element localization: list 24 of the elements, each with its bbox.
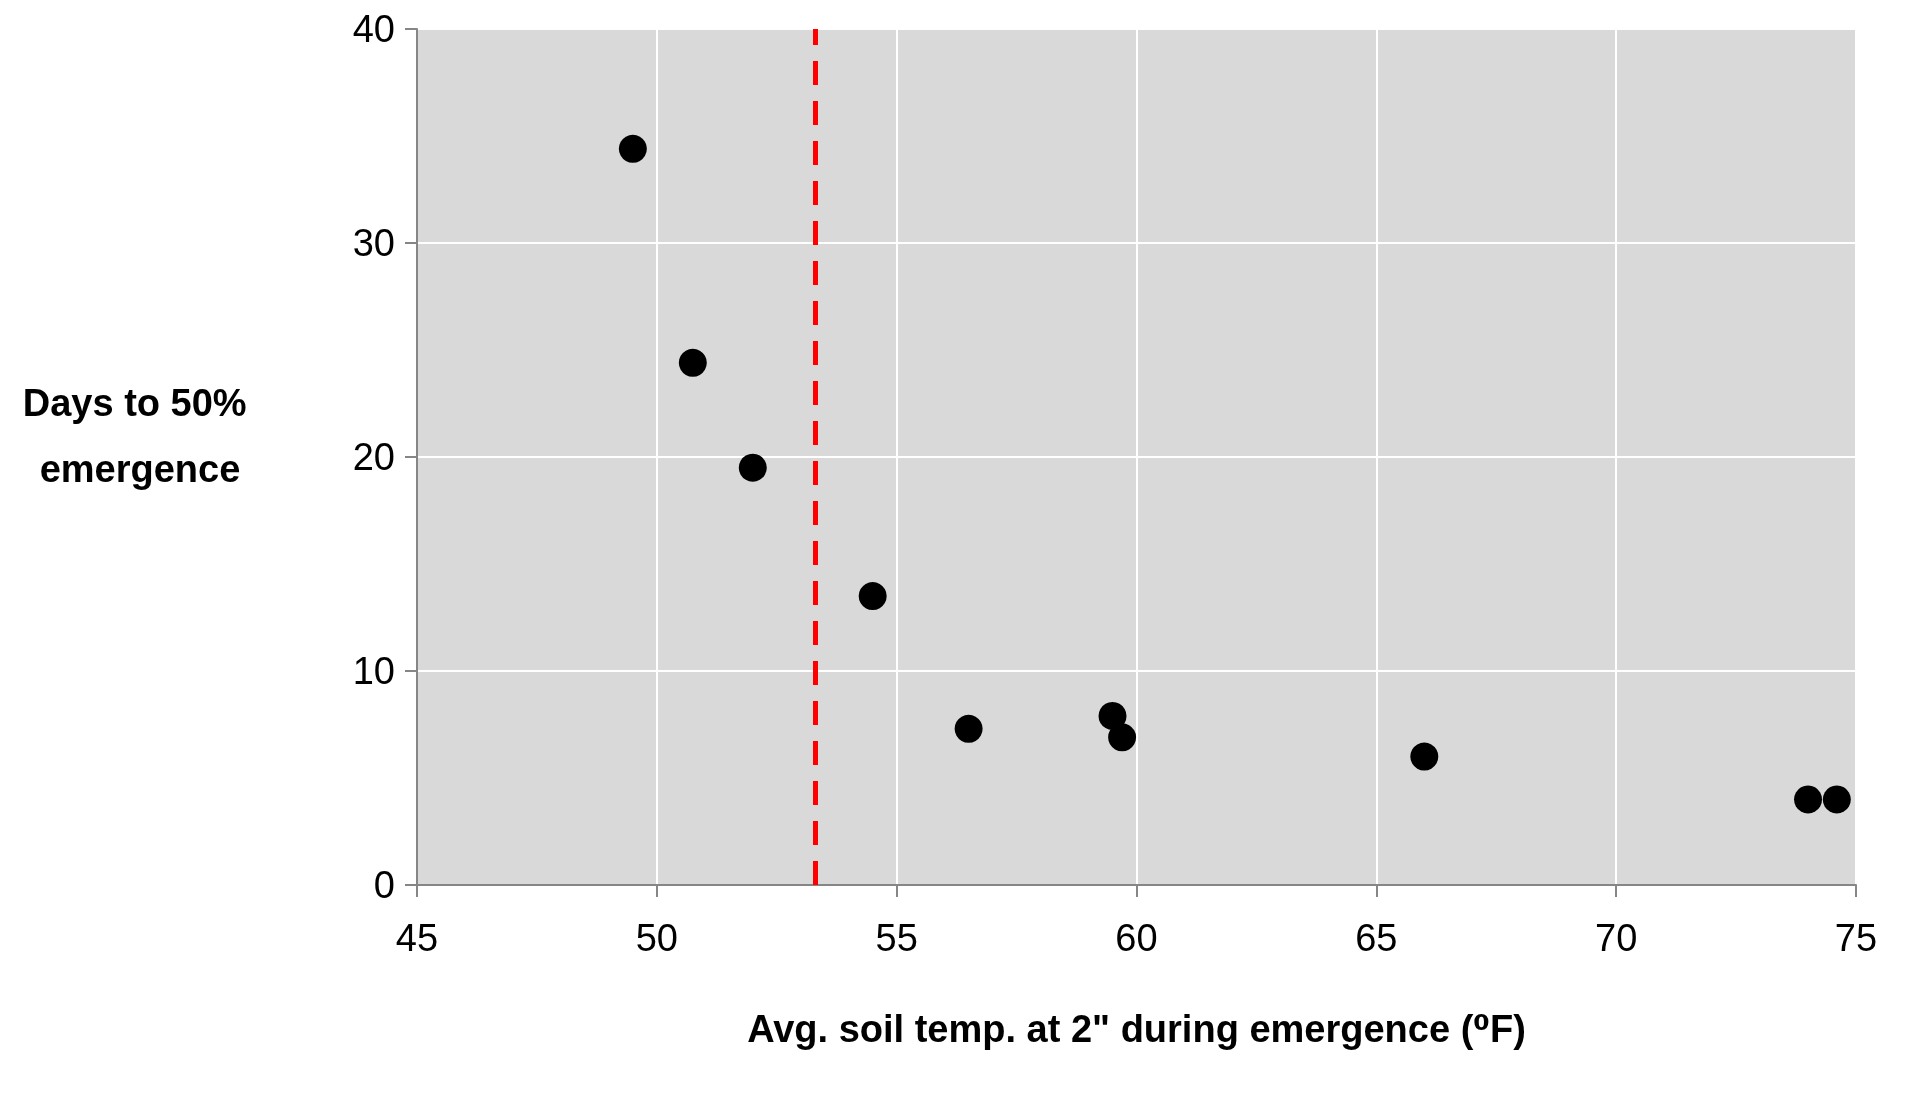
x-tick-label: 50 xyxy=(635,917,678,959)
point xyxy=(618,134,647,163)
point xyxy=(1098,701,1127,730)
point xyxy=(954,714,983,743)
x-tick-label: 60 xyxy=(1115,917,1158,959)
point xyxy=(1822,785,1851,814)
y-tick-label: 0 xyxy=(373,864,395,906)
x-tick-label: 55 xyxy=(875,917,918,959)
x-tick-label: 65 xyxy=(1355,917,1398,959)
point xyxy=(1794,785,1823,814)
x-tick-label: 75 xyxy=(1834,917,1878,959)
point xyxy=(738,453,767,482)
point xyxy=(1108,723,1137,752)
x-tick-label: 70 xyxy=(1595,917,1638,959)
point xyxy=(678,348,707,377)
y-tick-label: 20 xyxy=(352,436,395,478)
y-tick-label: 10 xyxy=(352,650,395,692)
y-tick-label: 40 xyxy=(352,8,395,50)
x-tick-label: 45 xyxy=(395,917,439,959)
y-axis-title: Days to 50% emergence xyxy=(22,382,258,490)
point xyxy=(1410,742,1439,771)
point xyxy=(858,582,887,611)
y-tick-label: 30 xyxy=(352,222,395,264)
x-axis-title: Avg. soil temp. at 2" during emergence (⁰F) xyxy=(747,1008,1526,1050)
